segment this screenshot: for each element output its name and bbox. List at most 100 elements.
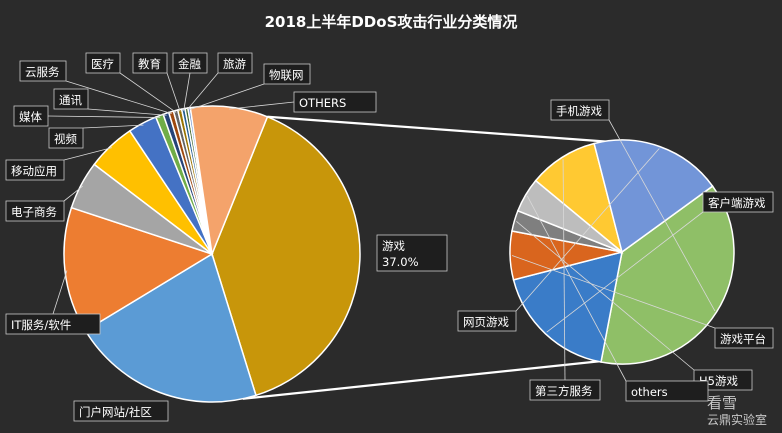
label-box	[132, 52, 168, 74]
label-text: H5游戏	[699, 374, 738, 388]
label-box	[217, 52, 253, 74]
data-label-main-item-5: 视频	[48, 124, 144, 149]
label-text: 第三方服务	[535, 384, 593, 398]
data-label-main-item-3: 电子商务	[5, 185, 84, 222]
secondary-slice-item-6	[593, 139, 714, 254]
connector-line-top	[267, 115, 613, 144]
connector-lines	[242, 115, 613, 400]
label-box	[172, 52, 208, 74]
label-box	[263, 63, 311, 85]
data-label-secondary-item-2: 游戏平台	[511, 255, 774, 349]
leader-line	[87, 108, 167, 116]
label-box	[85, 52, 121, 74]
label-text: 金融	[178, 57, 201, 71]
label-text: 门户网站/社区	[79, 405, 152, 419]
label-value: 37.0%	[382, 255, 419, 269]
label-text: IT服务/软件	[11, 318, 71, 332]
label-box	[293, 91, 377, 113]
leader-line	[562, 159, 566, 381]
label-box	[693, 369, 753, 391]
data-label-main-item-6: 媒体	[13, 105, 161, 127]
data-label-secondary-item-0: 手机游戏	[550, 99, 716, 312]
label-text: 云服务	[25, 65, 60, 79]
label-text: 网页游戏	[463, 315, 509, 329]
data-label-main-item-10: 教育	[132, 52, 181, 112]
label-text: 移动应用	[11, 164, 57, 178]
leader-line	[511, 255, 716, 329]
label-box	[5, 159, 65, 181]
leader-line	[65, 80, 172, 115]
label-text: 旅游	[223, 57, 246, 71]
label-text: 手机游戏	[556, 104, 602, 118]
data-label-main-item-0: 游戏 37.0%	[376, 234, 448, 272]
label-text: 医疗	[91, 57, 114, 71]
watermark: 看雪 云鼎实验室	[707, 394, 767, 427]
leader-line	[166, 72, 181, 112]
leader-line	[119, 72, 177, 113]
leader-line	[186, 72, 219, 111]
data-label-secondary-item-5: 第三方服务	[529, 159, 601, 401]
data-label-main-item-4: 移动应用	[5, 147, 113, 181]
main-slice-others	[189, 105, 269, 257]
label-box	[457, 310, 517, 332]
label-text: OTHERS	[299, 96, 346, 110]
connector-line-bottom	[242, 359, 603, 400]
data-label-main-item-1: 门户网站/社区	[73, 400, 169, 422]
label-box	[529, 379, 601, 401]
secondary-pie	[509, 139, 735, 365]
label-text: 游戏	[382, 239, 405, 253]
label-box	[376, 234, 448, 272]
label-box	[48, 127, 84, 149]
leader-line	[183, 72, 191, 111]
leader-line	[189, 83, 265, 111]
leader-line	[608, 119, 716, 312]
label-text: 媒体	[19, 110, 42, 124]
label-text: 电子商务	[11, 205, 57, 219]
data-label-main-item-11: 金融	[172, 52, 208, 111]
leader-line	[63, 185, 84, 202]
data-label-main-item-9: 医疗	[85, 52, 177, 113]
label-text: 教育	[138, 57, 161, 71]
main-slice-item-1	[84, 252, 257, 403]
label-box	[625, 380, 709, 402]
label-box	[702, 191, 774, 213]
data-label-secondary-item-6: 网页游戏	[457, 148, 660, 332]
leader-line	[63, 147, 113, 161]
label-text: 客户端游戏	[708, 196, 766, 210]
leader-line	[229, 101, 295, 110]
main-slice-item-0	[211, 115, 361, 397]
label-box	[5, 200, 65, 222]
label-text: 通讯	[59, 93, 82, 107]
leader-line	[82, 124, 144, 129]
main-pie	[63, 105, 361, 403]
leader-line	[47, 115, 161, 118]
data-label-main-item-12: 旅游	[186, 52, 253, 111]
data-label-main-item-8: 云服务	[19, 60, 172, 115]
chart-title: 2018上半年DDoS攻击行业分类情况	[265, 13, 518, 31]
data-label-main-item-13: 物联网	[189, 63, 311, 111]
leader-line	[516, 221, 695, 371]
watermark-logo-text: 看雪	[707, 394, 737, 412]
leader-line	[526, 195, 627, 382]
label-text: others	[631, 385, 668, 399]
secondary-slice-item-1	[512, 250, 623, 363]
leader-line	[546, 211, 704, 333]
label-box	[13, 105, 49, 127]
watermark-org-text: 云鼎实验室	[707, 412, 767, 427]
data-label-main-others: OTHERS	[229, 91, 377, 113]
data-label-secondary-item-1: 客户端游戏	[546, 191, 774, 333]
label-box	[73, 400, 169, 422]
data-label-secondary-h5: H5游戏	[516, 221, 753, 391]
label-text: 游戏平台	[720, 332, 766, 346]
leader-line	[52, 270, 68, 315]
label-box	[19, 60, 67, 82]
leader-line	[515, 148, 660, 312]
label-box	[550, 99, 610, 121]
data-label-main-item-7: 通讯	[53, 88, 167, 116]
label-text: 物联网	[269, 68, 304, 82]
data-label-main-it: IT服务/软件	[5, 270, 101, 335]
label-box	[53, 88, 89, 110]
